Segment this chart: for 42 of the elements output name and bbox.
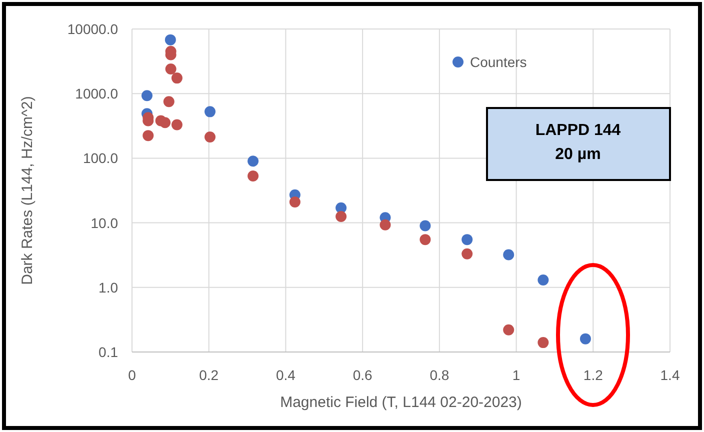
point — [248, 156, 259, 167]
x-axis-title: Magnetic Field (T, L144 02-20-2023) — [280, 394, 522, 411]
point — [503, 249, 514, 260]
point — [204, 106, 216, 118]
x-tick-label: 0.2 — [199, 367, 219, 383]
y-tick-label: 1.0 — [98, 279, 118, 296]
point — [503, 324, 514, 336]
y-tick-label: 10000.0 — [67, 21, 118, 37]
x-tick-label: 1.4 — [660, 367, 680, 383]
point — [289, 196, 300, 208]
point — [163, 96, 174, 108]
legend-label: Counters — [470, 54, 527, 70]
x-tick-label: 0 — [128, 367, 136, 383]
point — [462, 248, 473, 260]
point — [160, 117, 171, 128]
point — [248, 170, 259, 182]
point — [171, 72, 182, 84]
x-tick-label: 1.2 — [583, 367, 604, 383]
x-tick-label: 0.8 — [430, 367, 450, 383]
y-tick-label: 100.0 — [82, 150, 118, 166]
point — [204, 131, 216, 142]
x-tick-label: 0.6 — [352, 367, 373, 383]
y-tick-label: 1000.0 — [75, 86, 118, 102]
point — [380, 219, 391, 230]
point — [580, 333, 591, 344]
annotation: LAPPD 144 20 µm — [535, 122, 621, 163]
x-tick-label: 1 — [512, 367, 520, 383]
point — [164, 34, 176, 46]
point — [420, 234, 431, 246]
point — [336, 211, 347, 222]
point — [538, 274, 549, 286]
x-tick-label: 0.4 — [276, 367, 296, 383]
point — [420, 220, 431, 232]
point — [462, 234, 473, 246]
y-axis-title: Dark Rates (L144, Hz/cm^2) — [19, 96, 36, 285]
y-tick-label: 10.0 — [90, 214, 118, 231]
y-tick-label: 0.1 — [98, 344, 118, 360]
point — [165, 64, 176, 75]
point — [142, 130, 154, 142]
point — [141, 90, 152, 102]
point — [171, 119, 182, 130]
point — [538, 337, 549, 348]
